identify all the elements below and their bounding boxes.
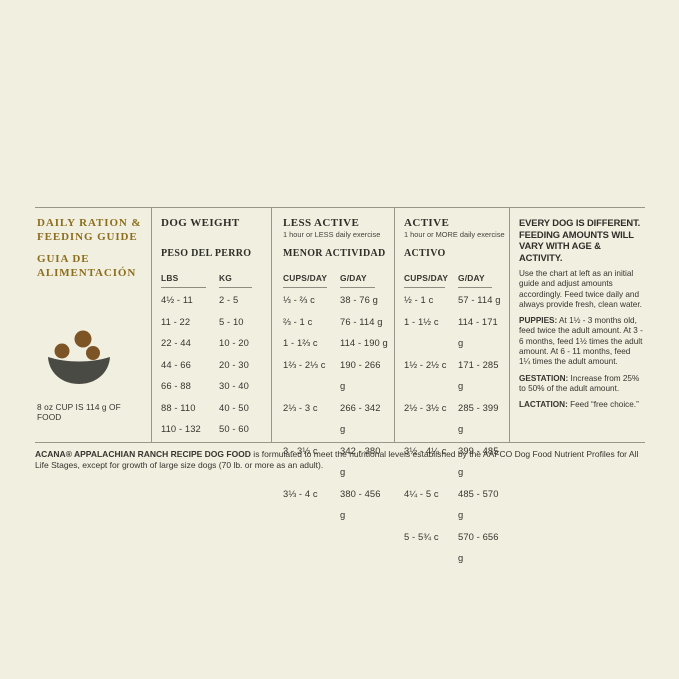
dog-bowl-icon — [47, 326, 111, 388]
guide-title: DAILY RATION & FEEDING GUIDE — [37, 217, 145, 244]
cell-cups: 1⅔ - 2⅓ c — [283, 358, 326, 370]
cell-lbs: 22 - 44 — [161, 337, 191, 348]
less-active-note: 1 hour or LESS daily exercise — [283, 230, 381, 239]
less-active-subtitle: MENOR ACTIVIDAD — [283, 248, 386, 259]
g-day-header: G/DAY — [340, 273, 375, 288]
cell-grams: 57 - 114 g — [458, 294, 501, 305]
dog-weight-values: 4½ - 11 2 - 5 11 - 22 5 - 10 22 - 44 10 - 2… — [161, 289, 265, 440]
dog-weight-title: DOG WEIGHT — [161, 217, 240, 229]
guide-heading-column: DAILY RATION & FEEDING GUIDE GUIA DE ALI… — [35, 208, 152, 442]
cell-cups: 3 - 3⅓ c — [283, 444, 318, 456]
g-day-header: G/DAY — [458, 273, 492, 288]
cell-grams: 399 - 485 g — [458, 444, 499, 478]
cell-kg: 20 - 30 — [219, 358, 249, 370]
cell-kg: 2 - 5 — [219, 294, 239, 305]
cups-day-header: CUPS/DAY — [283, 273, 327, 288]
gestation-label: GESTATION: — [519, 373, 569, 383]
cell-cups: 1 - 1½ c — [404, 315, 439, 327]
cell-grams: 171 - 285 g — [458, 358, 499, 392]
cell-grams: 342 - 380 g — [340, 444, 381, 478]
cell-grams: 266 - 342 g — [340, 401, 381, 435]
lactation-label: LACTATION: — [519, 400, 568, 410]
cell-cups: 2½ - 3½ c — [404, 401, 447, 413]
active-title: ACTIVE — [404, 217, 450, 229]
cell-grams: 285 - 399 g — [458, 401, 499, 435]
advice-intro: Use the chart at left as an initial guid… — [519, 269, 642, 309]
cell-lbs: 66 - 88 — [161, 380, 191, 391]
puppies-text: At 1½ - 3 months old, feed twice the adu… — [519, 316, 643, 367]
cell-grams: 76 - 114 g — [340, 315, 383, 327]
cell-grams: 114 - 190 g — [340, 337, 388, 348]
cell-cups: ⅔ - 1 c — [283, 315, 313, 327]
cell-grams: 114 - 171 g — [458, 315, 498, 349]
guide-subtitle-spanish: GUIA DE ALIMENTACIÓN — [37, 253, 145, 280]
cell-lbs: 110 - 132 — [161, 423, 201, 434]
cell-grams: 38 - 76 g — [340, 294, 378, 305]
cell-lbs: 88 - 110 — [161, 401, 196, 413]
cup-weight-note: 8 oz CUP IS 114 g OF FOOD — [37, 402, 121, 422]
footnote-text: is formulated to meet the nutritional le… — [35, 449, 639, 470]
lbs-header: LBS — [161, 273, 206, 288]
active-subtitle: ACTIVO — [404, 248, 446, 259]
gestation-text: Increase from 25% to 50% of the adult am… — [519, 373, 640, 393]
cell-grams: 485 - 570 g — [458, 487, 499, 521]
cell-kg: 30 - 40 — [219, 380, 249, 391]
dog-weight-headers: LBS KG — [161, 273, 265, 288]
less-active-headers: CUPS/DAY G/DAY — [283, 273, 388, 288]
active-note: 1 hour or MORE daily exercise — [404, 230, 505, 239]
guide-subtitle-line2: ALIMENTACIÓN — [37, 266, 137, 279]
advice-column: EVERY DOG IS DIFFERENT. FEEDING AMOUNTS … — [510, 208, 645, 442]
feeding-guide-table: DAILY RATION & FEEDING GUIDE GUIA DE ALI… — [35, 207, 645, 563]
cell-cups: 1½ - 2½ c — [404, 358, 447, 370]
less-active-column: LESS ACTIVE 1 hour or LESS daily exercis… — [272, 208, 395, 520]
cell-cups: 5 - 5¾ c — [404, 530, 439, 542]
cell-cups: 1 - 1⅔ c — [283, 337, 318, 348]
advice-gestation: GESTATION: Increase from 25% to 50% of t… — [519, 374, 643, 395]
cell-kg: 10 - 20 — [219, 337, 249, 348]
advice-lactation: LACTATION: Feed “free choice.” — [519, 400, 643, 410]
active-column: ACTIVE 1 hour or MORE daily exercise ACT… — [395, 208, 510, 563]
less-active-values: ⅓ - ⅔ c 38 - 76 g ⅔ - 1 c 76 - 114 g 1 - 1… — [283, 289, 388, 526]
advice-heading: EVERY DOG IS DIFFERENT. FEEDING AMOUNTS … — [519, 217, 641, 263]
cups-day-header: CUPS/DAY — [404, 273, 448, 288]
cell-cups: 4¼ - 5 c — [404, 487, 439, 499]
cell-lbs: 11 - 22 — [161, 315, 191, 327]
puppies-label: PUPPIES: — [519, 316, 558, 326]
footnote-product-name: ACANA® APPALACHIAN RANCH RECIPE DOG FOOD — [35, 449, 251, 459]
advice-puppies: PUPPIES: At 1½ - 3 months old, feed twic… — [519, 316, 643, 367]
active-values: ½ - 1 c 57 - 114 g 1 - 1½ c 114 - 171 g 1½… — [404, 289, 505, 569]
cell-grams: 380 - 456 g — [340, 487, 381, 521]
cell-kg: 50 - 60 — [219, 423, 249, 434]
cell-cups: ⅓ - ⅔ c — [283, 294, 315, 305]
dog-weight-subtitle: PESO DEL PERRO — [161, 248, 252, 259]
active-headers: CUPS/DAY G/DAY — [404, 273, 505, 288]
guide-subtitle-line1: GUIA DE — [37, 253, 90, 265]
aafco-footnote: ACANA® APPALACHIAN RANCH RECIPE DOG FOOD… — [35, 449, 645, 471]
cell-cups: 2⅓ - 3 c — [283, 401, 318, 413]
cell-grams: 190 - 266 g — [340, 358, 381, 392]
cell-kg: 5 - 10 — [219, 315, 244, 327]
guide-title-line2: FEEDING GUIDE — [37, 230, 138, 243]
cell-grams: 570 - 656 g — [458, 530, 499, 564]
less-active-title: LESS ACTIVE — [283, 217, 360, 229]
kg-header: KG — [219, 273, 252, 288]
lactation-text: Feed “free choice.” — [567, 400, 639, 410]
guide-title-line1: DAILY RATION & — [37, 217, 142, 229]
dog-weight-column: DOG WEIGHT PESO DEL PERRO LBS KG 4½ - 11… — [152, 208, 272, 442]
cell-lbs: 4½ - 11 — [161, 294, 193, 305]
cell-cups: 3⅓ - 4 c — [283, 487, 318, 499]
cell-cups: ½ - 1 c — [404, 294, 434, 305]
cell-cups: 3½ - 4¼ c — [404, 444, 447, 456]
cell-lbs: 44 - 66 — [161, 358, 191, 370]
cell-kg: 40 - 50 — [219, 401, 249, 413]
